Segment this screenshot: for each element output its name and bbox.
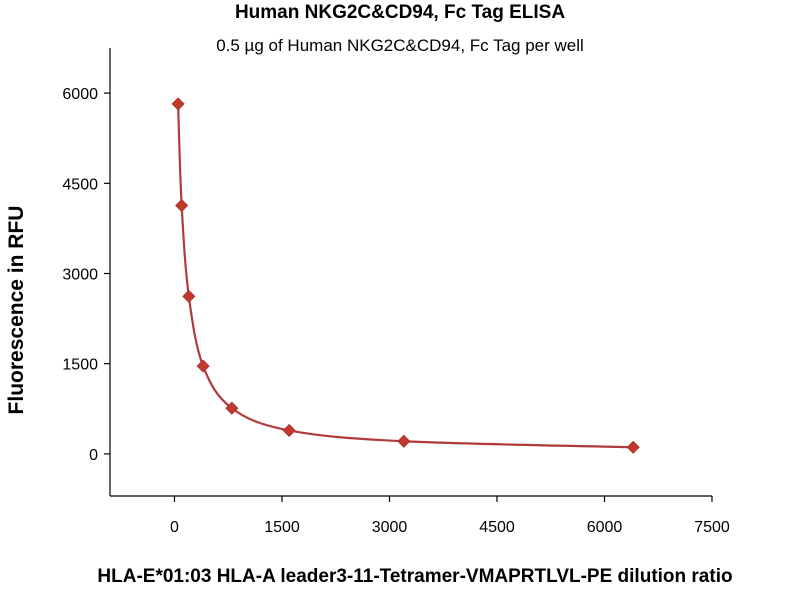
- x-tick-label: 1500: [264, 519, 300, 536]
- data-point: [175, 198, 189, 213]
- data-point: [626, 440, 640, 454]
- data-point: [282, 423, 296, 438]
- x-tick-label: 6000: [587, 519, 623, 536]
- axes: 0 1500 3000 4500 6000 0 1500 3000 4500 6000 7500: [62, 48, 730, 536]
- data-points: [171, 97, 640, 454]
- chart-subtitle: 0.5 µg of Human NKG2C&CD94, Fc Tag per w…: [216, 36, 584, 55]
- data-point: [171, 97, 185, 111]
- y-tick-label: 0: [89, 447, 98, 464]
- x-axis-label: HLA-E*01:03 HLA-A leader3-11-Tetramer-VM…: [97, 566, 732, 587]
- chart-title: Human NKG2C&CD94, Fc Tag ELISA: [234, 2, 566, 23]
- x-tick-label: 4500: [479, 519, 515, 536]
- y-axis-label: Fluorescence in RFU: [5, 206, 28, 415]
- data-point: [225, 401, 239, 415]
- y-tick-label: 3000: [62, 267, 98, 284]
- data-point: [196, 359, 210, 373]
- data-point: [182, 289, 196, 303]
- y-tick-label: 1500: [62, 357, 98, 374]
- x-tick-label: 0: [170, 519, 179, 536]
- y-tick-label: 4500: [62, 176, 98, 193]
- fit-curve: [177, 103, 634, 449]
- y-tick-label: 6000: [62, 86, 98, 103]
- x-tick-label: 7500: [694, 519, 730, 536]
- data-point: [397, 434, 411, 448]
- x-tick-label: 3000: [372, 519, 408, 536]
